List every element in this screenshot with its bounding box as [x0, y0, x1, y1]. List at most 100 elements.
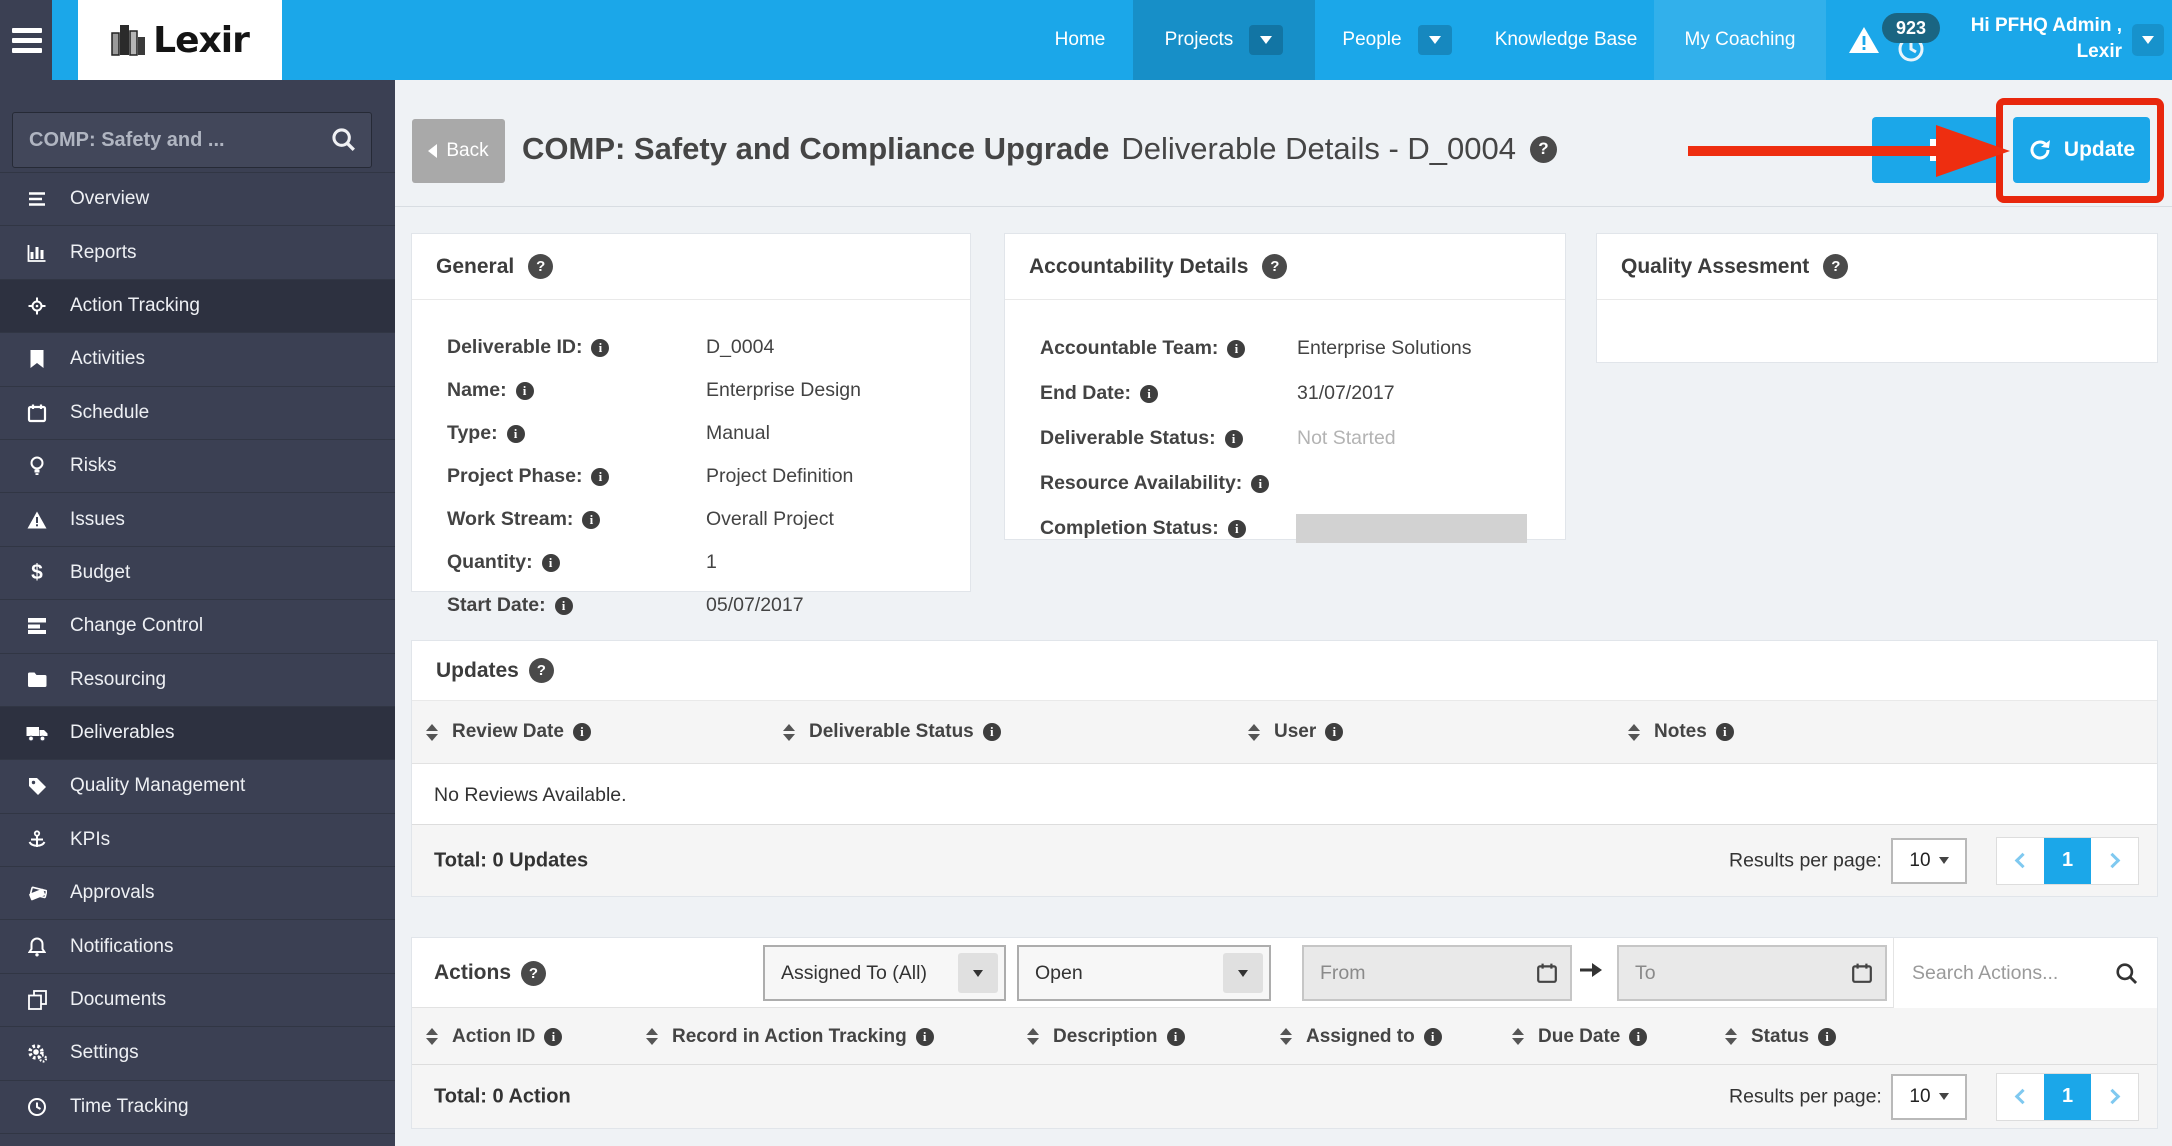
page-size-select[interactable]: 10 — [1891, 1073, 1967, 1120]
info-icon[interactable] — [582, 510, 601, 529]
title-help-icon[interactable] — [1529, 135, 1557, 163]
info-icon[interactable] — [554, 596, 573, 615]
accountability-help-icon[interactable] — [1262, 254, 1288, 279]
sidebar-item-schedule[interactable]: Schedule — [0, 387, 395, 440]
nav-item-home[interactable]: Home — [1054, 29, 1106, 50]
sort-icon[interactable] — [1280, 1028, 1292, 1045]
user-menu-caret-icon[interactable] — [2132, 24, 2164, 56]
info-icon[interactable] — [1140, 384, 1159, 403]
update-button[interactable]: Update — [2013, 117, 2150, 183]
nav-item-people[interactable]: People — [1322, 0, 1472, 80]
info-icon[interactable] — [982, 723, 1001, 741]
page-size-select[interactable]: 10 — [1891, 837, 1967, 884]
sort-icon[interactable] — [1725, 1028, 1737, 1045]
app-logo[interactable]: Lexir — [78, 0, 282, 80]
sidebar-item-overview[interactable]: Overview — [0, 173, 395, 227]
sidebar-item-change-control[interactable]: Change Control — [0, 600, 395, 654]
info-icon[interactable] — [1251, 474, 1270, 493]
sidebar-item-documents[interactable]: Documents — [0, 974, 395, 1028]
sidebar-search-box[interactable] — [12, 112, 372, 168]
current-page-button[interactable]: 1 — [2044, 1073, 2091, 1120]
info-icon[interactable] — [1227, 519, 1246, 538]
status-filter-select[interactable]: Open — [1017, 945, 1271, 1001]
general-help-icon[interactable] — [528, 254, 554, 279]
sidebar-item-kpis[interactable]: KPIs — [0, 814, 395, 868]
info-icon[interactable] — [1166, 1027, 1185, 1046]
sidebar-item-budget[interactable]: $ Budget — [0, 547, 395, 601]
info-icon[interactable] — [1227, 339, 1246, 358]
info-icon[interactable] — [541, 553, 560, 572]
info-icon[interactable] — [1629, 1027, 1648, 1046]
current-page-button[interactable]: 1 — [2044, 837, 2091, 884]
column-assigned-to[interactable]: Assigned to — [1280, 1026, 1512, 1048]
column-user[interactable]: User — [1248, 721, 1628, 743]
info-icon[interactable] — [515, 381, 534, 400]
sidebar-item-risks[interactable]: Risks — [0, 440, 395, 494]
next-page-button[interactable] — [2091, 1074, 2138, 1120]
info-icon[interactable] — [915, 1027, 934, 1046]
sidebar-item-issues[interactable]: Issues — [0, 493, 395, 547]
sort-icon[interactable] — [426, 1028, 438, 1045]
column-description[interactable]: Description — [1027, 1026, 1280, 1048]
sidebar-item-quality-management[interactable]: Quality Management — [0, 760, 395, 814]
column-notes[interactable]: Notes — [1628, 721, 1734, 743]
updates-help-icon[interactable] — [528, 658, 554, 683]
sidebar-item-notifications[interactable]: Notifications — [0, 920, 395, 974]
info-icon[interactable] — [506, 424, 525, 443]
sort-icon[interactable] — [426, 723, 438, 741]
search-actions-input[interactable] — [1894, 938, 2104, 1008]
back-button[interactable]: Back — [412, 119, 505, 183]
sidebar-item-approvals[interactable]: Approvals — [0, 867, 395, 921]
people-dropdown-caret-icon[interactable] — [1417, 25, 1452, 55]
info-icon[interactable] — [544, 1027, 563, 1046]
sort-icon[interactable] — [1512, 1028, 1524, 1045]
alert-warning-icon[interactable] — [1848, 26, 1880, 54]
prev-page-button[interactable] — [1997, 1074, 2044, 1120]
column-status[interactable]: Status — [1725, 1026, 1837, 1048]
next-page-button[interactable] — [2091, 838, 2138, 884]
sidebar-search-input[interactable] — [13, 113, 371, 167]
nav-item-knowledge-base[interactable]: Knowledge Base — [1494, 29, 1638, 50]
actions-help-icon[interactable] — [521, 960, 547, 986]
projects-dropdown-caret-icon[interactable] — [1249, 25, 1284, 55]
info-icon[interactable] — [591, 467, 610, 486]
nav-item-projects[interactable]: Projects — [1133, 0, 1315, 80]
info-icon[interactable] — [572, 723, 591, 741]
info-icon[interactable] — [1715, 723, 1734, 741]
sort-icon[interactable] — [783, 723, 795, 741]
info-icon[interactable] — [1423, 1027, 1442, 1046]
column-deliverable-status[interactable]: Deliverable Status — [783, 721, 1248, 743]
sort-icon[interactable] — [1027, 1028, 1039, 1045]
sidebar-item-activities[interactable]: Activities — [0, 333, 395, 387]
info-icon[interactable] — [1325, 723, 1344, 741]
sidebar-item-time-tracking[interactable]: Time Tracking — [0, 1081, 395, 1135]
obscured-action-button[interactable] — [1872, 117, 1999, 183]
sort-icon[interactable] — [646, 1028, 658, 1045]
sidebar-item-action-tracking[interactable]: Action Tracking — [0, 279, 395, 334]
column-due-date[interactable]: Due Date — [1512, 1026, 1725, 1048]
column-action-id[interactable]: Action ID — [426, 1026, 646, 1048]
sort-icon[interactable] — [1628, 723, 1640, 741]
column-record-in-action-tracking[interactable]: Record in Action Tracking — [646, 1026, 1027, 1048]
column-review-date[interactable]: Review Date — [426, 721, 783, 743]
info-icon[interactable] — [591, 338, 610, 357]
prev-page-button[interactable] — [1997, 838, 2044, 884]
info-icon[interactable] — [1818, 1027, 1837, 1046]
to-date-input[interactable]: To — [1617, 945, 1887, 1001]
user-greeting[interactable]: Hi PFHQ Admin , Lexir — [1950, 13, 2122, 65]
hamburger-menu-icon[interactable] — [0, 0, 52, 80]
from-date-input[interactable]: From — [1302, 945, 1572, 1001]
updates-empty-message: No Reviews Available. — [434, 783, 627, 806]
sidebar-item-reports[interactable]: Reports — [0, 226, 395, 280]
notification-count-badge[interactable]: 923 — [1882, 13, 1940, 43]
sidebar-item-resourcing[interactable]: Resourcing — [0, 654, 395, 707]
info-icon[interactable] — [1224, 429, 1243, 448]
sort-icon[interactable] — [1248, 723, 1260, 741]
quality-help-icon[interactable] — [1823, 254, 1849, 279]
nav-item-my-coaching[interactable]: My Coaching — [1654, 0, 1826, 80]
assigned-to-filter-select[interactable]: Assigned To (All) — [763, 945, 1006, 1001]
sidebar-item-deliverables[interactable]: Deliverables — [0, 706, 395, 761]
search-icon[interactable] — [2115, 962, 2139, 986]
search-icon[interactable] — [331, 127, 357, 158]
sidebar-item-settings[interactable]: Settings — [0, 1027, 395, 1081]
